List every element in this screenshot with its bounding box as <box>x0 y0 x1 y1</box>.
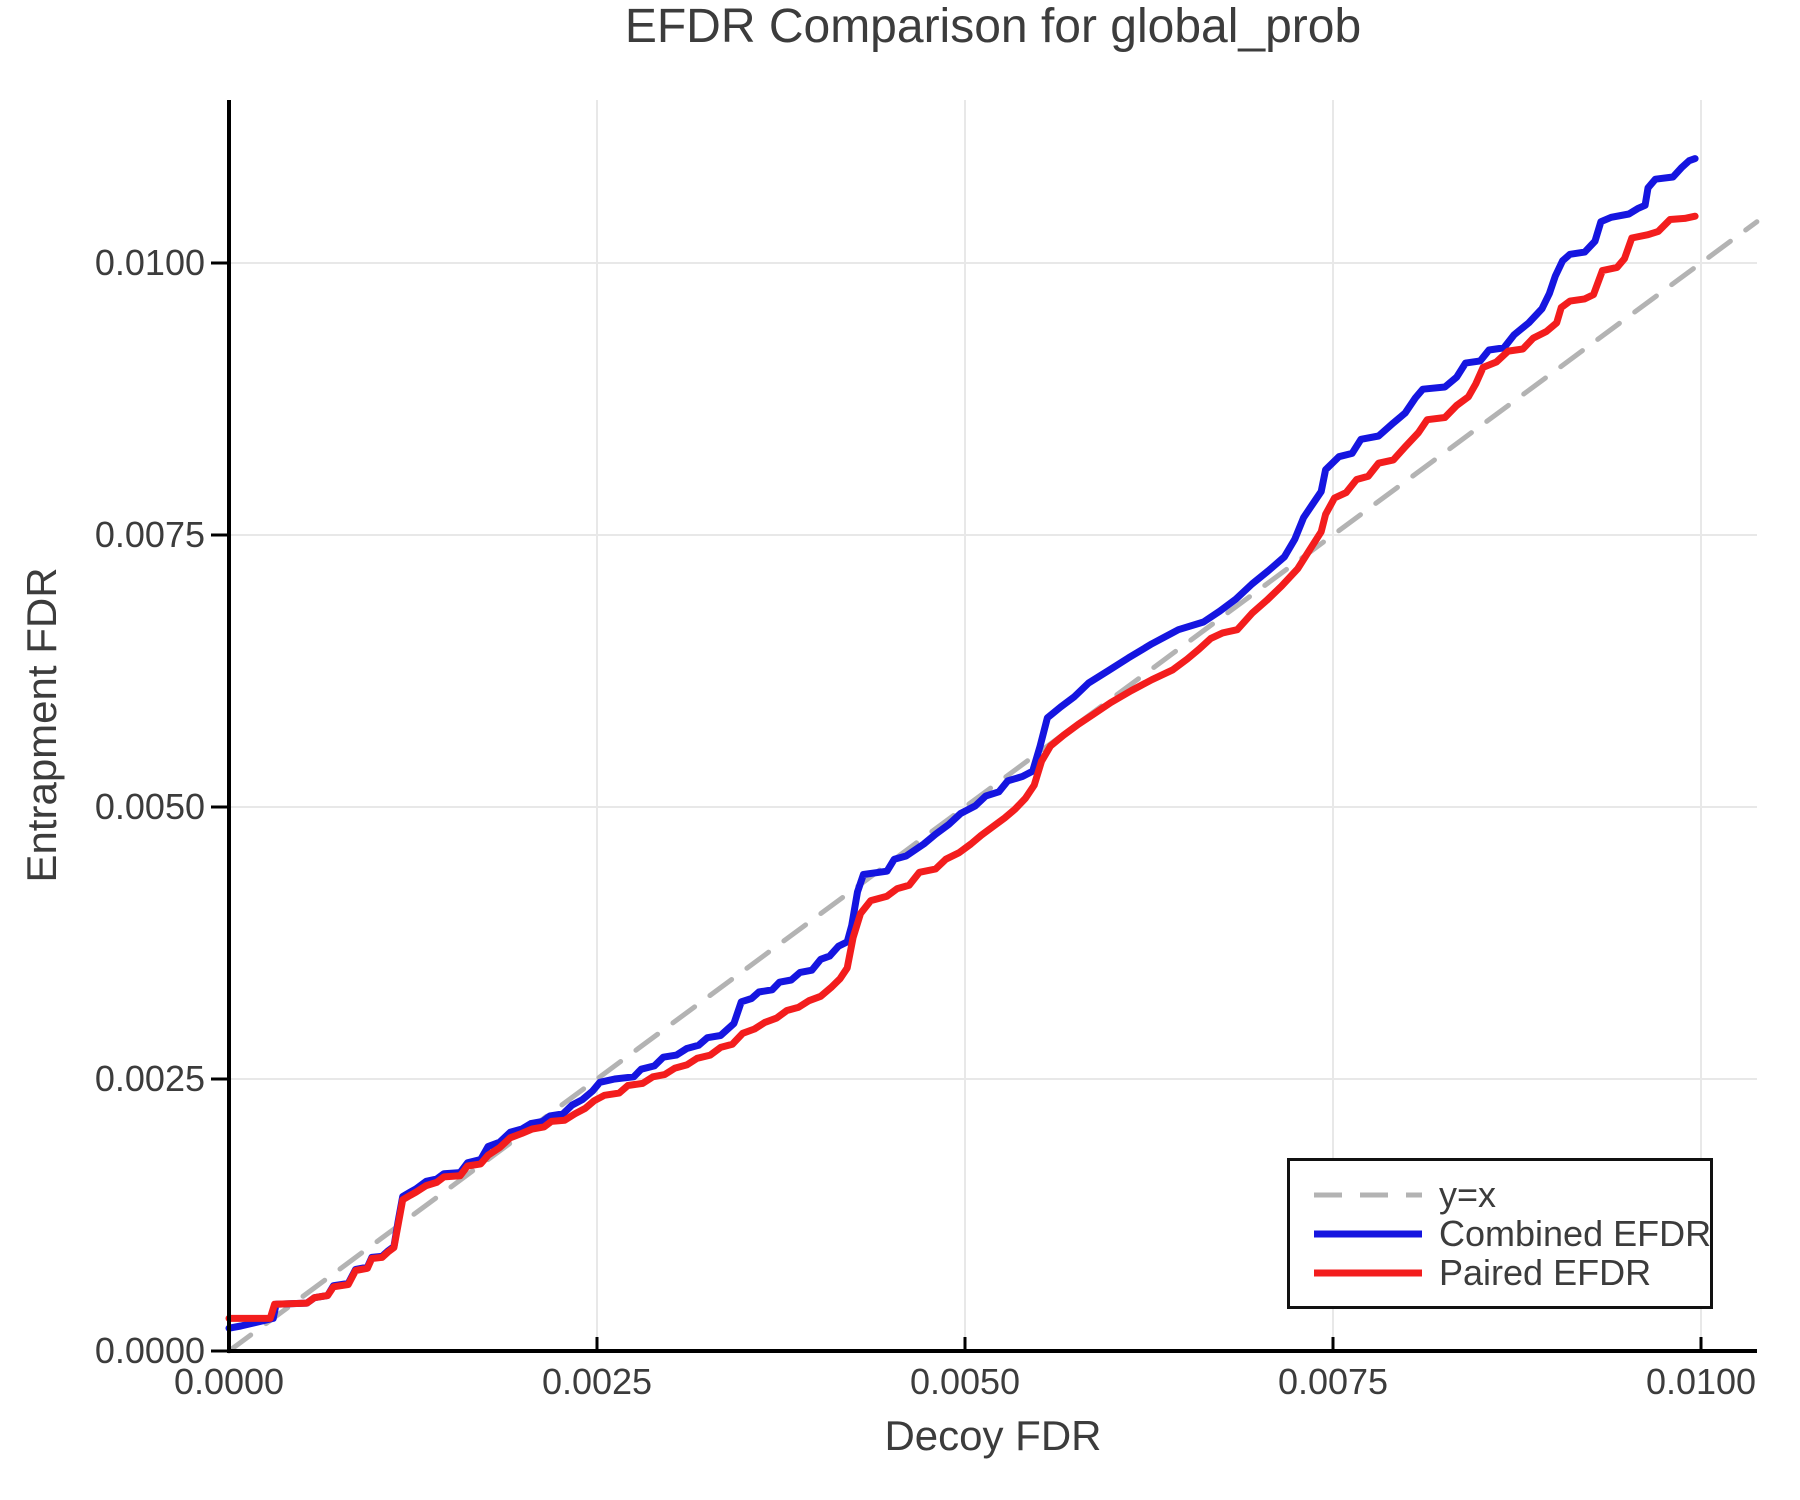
legend: y=x Combined EFDR Paired EFDR <box>1287 1158 1713 1309</box>
legend-item-identity: y=x <box>1312 1173 1710 1215</box>
paired-efdr-line-sample-icon <box>1314 1269 1422 1276</box>
legend-label-combined-efdr: Combined EFDR <box>1439 1212 1712 1254</box>
legend-label-paired-efdr: Paired EFDR <box>1439 1251 1652 1293</box>
legend-label-identity: y=x <box>1439 1173 1497 1215</box>
x-tick-label: 0.0050 <box>909 1361 1021 1402</box>
series-combined-efdr <box>225 155 1699 1332</box>
y-tick-label: 0.0025 <box>94 1058 205 1099</box>
y-tick-label: 0.0100 <box>94 242 205 283</box>
x-tick-label: 0.0000 <box>173 1361 285 1402</box>
y-tick-label: 0.0050 <box>94 786 205 827</box>
x-tick-label: 0.0025 <box>541 1361 653 1402</box>
x-tick-label: 0.0100 <box>1645 1361 1757 1402</box>
combined-efdr-line-sample-icon <box>1314 1230 1422 1237</box>
legend-item-paired-efdr: Paired EFDR <box>1312 1251 1710 1293</box>
x-axis-label: Decoy FDR <box>884 1412 1102 1459</box>
chart-title: EFDR Comparison for global_prob <box>624 0 1362 53</box>
series-paired-efdr <box>225 212 1699 1322</box>
identity-line-sample-icon <box>1314 1192 1422 1197</box>
y-tick-label: 0.0075 <box>94 514 205 555</box>
series-y-x <box>226 219 1760 1354</box>
y-tick-label: 0.0000 <box>94 1330 205 1371</box>
x-tick-label: 0.0075 <box>1277 1361 1389 1402</box>
y-axis-label: Entrapment FDR <box>18 567 65 883</box>
legend-item-combined-efdr: Combined EFDR <box>1312 1212 1712 1254</box>
